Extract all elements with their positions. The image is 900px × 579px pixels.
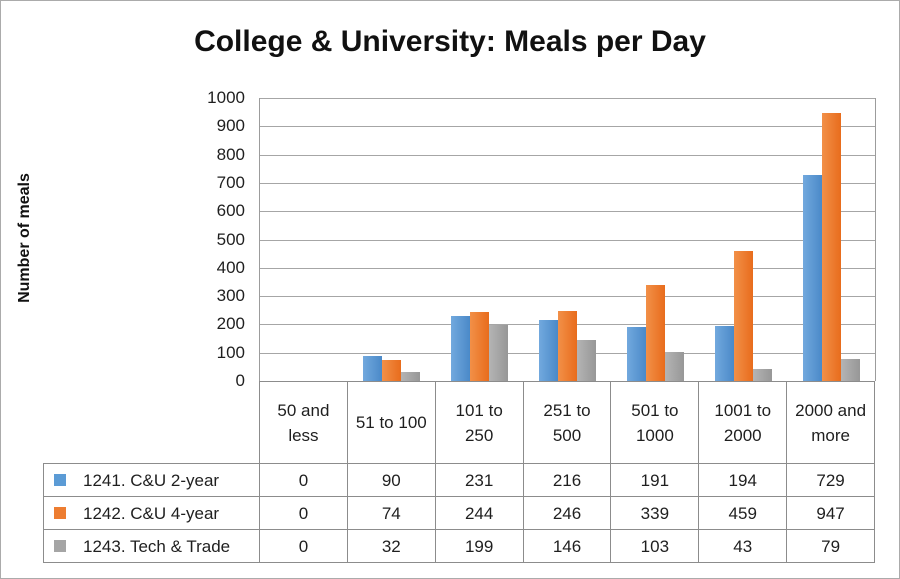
value-cell: 459 — [698, 496, 787, 529]
bar-series-1 — [626, 327, 646, 381]
bar-series-3 — [664, 352, 684, 381]
category-header-cell: 1001 to 2000 — [698, 381, 787, 463]
y-tick-label: 500 — [216, 229, 245, 249]
value-cell: 0 — [259, 496, 347, 529]
y-axis-title: Number of meals — [16, 173, 33, 303]
series-marker-icon — [54, 474, 66, 486]
y-tick-label: 1000 — [207, 88, 245, 107]
y-axis: 0 100 200 300 400 500 600 700 800 900 1000 — [61, 88, 251, 390]
value-cell: 32 — [346, 529, 435, 562]
value-cell: 216 — [522, 463, 611, 496]
bar-series-3 — [401, 372, 421, 381]
bar-series-3 — [840, 359, 860, 381]
plot-area — [259, 98, 876, 381]
category-header-cell: 2000 and more — [786, 381, 875, 463]
y-tick-label: 400 — [216, 257, 245, 277]
value-cell: 0 — [259, 529, 347, 562]
legend-cell: 1242. C&U 4-year — [43, 496, 259, 529]
bar-series-1 — [451, 316, 471, 381]
category-header-cell: 251 to 500 — [522, 381, 611, 463]
value-cell: 194 — [698, 463, 787, 496]
bar-group — [524, 98, 612, 381]
bar-series-1 — [714, 326, 734, 381]
value-cell: 74 — [346, 496, 435, 529]
data-table: 50 and less 51 to 100 101 to 250 251 to 500… — [43, 381, 875, 563]
gridline — [260, 211, 875, 213]
value-cell: 191 — [610, 463, 699, 496]
value-cell: 729 — [786, 463, 875, 496]
bar-series-1 — [802, 175, 822, 381]
bar-series-2 — [557, 311, 577, 381]
gridline — [260, 296, 875, 298]
legend-cell: 1243. Tech & Trade — [43, 529, 259, 562]
bar-group — [611, 98, 699, 381]
y-tick-label: 300 — [216, 286, 245, 306]
value-cell: 103 — [610, 529, 699, 562]
bar-series-1 — [538, 320, 558, 381]
value-cell: 79 — [786, 529, 875, 562]
y-tick-label: 600 — [216, 201, 245, 221]
series-name-label: 1241. C&U 2-year — [83, 470, 220, 490]
category-header-cell: 501 to 1000 — [610, 381, 699, 463]
y-tick-label: 0 — [235, 371, 245, 390]
y-tick-label: 700 — [216, 172, 245, 192]
bar-series-2 — [470, 312, 490, 381]
category-header-cell: 51 to 100 — [346, 381, 435, 463]
bar-series-2 — [645, 285, 665, 381]
series-marker-icon — [54, 540, 66, 552]
bar-group — [348, 98, 436, 381]
y-tick-label: 100 — [216, 342, 245, 362]
bar-series-1 — [363, 356, 383, 381]
bar-series-3 — [752, 369, 772, 381]
y-tick-label: 900 — [216, 116, 245, 136]
value-cell: 947 — [786, 496, 875, 529]
category-header-cell: 101 to 250 — [434, 381, 523, 463]
series-name-label: 1243. Tech & Trade — [83, 536, 231, 556]
gridline — [260, 98, 875, 99]
gridline — [260, 182, 875, 184]
series-name-label: 1242. C&U 4-year — [83, 503, 220, 523]
gridline — [260, 154, 875, 156]
bar-group — [787, 98, 875, 381]
gridline — [260, 239, 875, 241]
bar-group — [260, 98, 348, 381]
table-row: 1243. Tech & Trade 0 32 199 146 103 43 79 — [43, 529, 875, 562]
bar-series-2 — [733, 251, 753, 381]
y-tick-label: 200 — [216, 314, 245, 334]
table-row: 1241. C&U 2-year 0 90 231 216 191 194 729 — [43, 463, 875, 496]
category-header-cell: 50 and less — [259, 381, 347, 463]
gridline — [260, 126, 875, 128]
bar-group — [699, 98, 787, 381]
value-cell: 0 — [259, 463, 347, 496]
chart-title: College & University: Meals per Day — [194, 25, 706, 58]
legend-cell: 1241. C&U 2-year — [43, 463, 259, 496]
table-corner-spacer — [43, 381, 259, 463]
gridline — [260, 267, 875, 269]
value-cell: 244 — [434, 496, 523, 529]
y-tick-label: 800 — [216, 144, 245, 164]
value-cell: 339 — [610, 496, 699, 529]
value-cell: 199 — [434, 529, 523, 562]
value-cell: 246 — [522, 496, 611, 529]
value-cell: 146 — [522, 529, 611, 562]
bar-series-2 — [382, 360, 402, 381]
bar-series-3 — [576, 340, 596, 381]
table-row: 1242. C&U 4-year 0 74 244 246 339 459 947 — [43, 496, 875, 529]
series-marker-icon — [54, 507, 66, 519]
table-header-row: 50 and less 51 to 100 101 to 250 251 to 500… — [43, 381, 875, 463]
value-cell: 231 — [434, 463, 523, 496]
bar-group — [436, 98, 524, 381]
bar-series-3 — [489, 325, 509, 381]
value-cell: 43 — [698, 529, 787, 562]
bar-series-2 — [821, 113, 841, 381]
value-cell: 90 — [346, 463, 435, 496]
